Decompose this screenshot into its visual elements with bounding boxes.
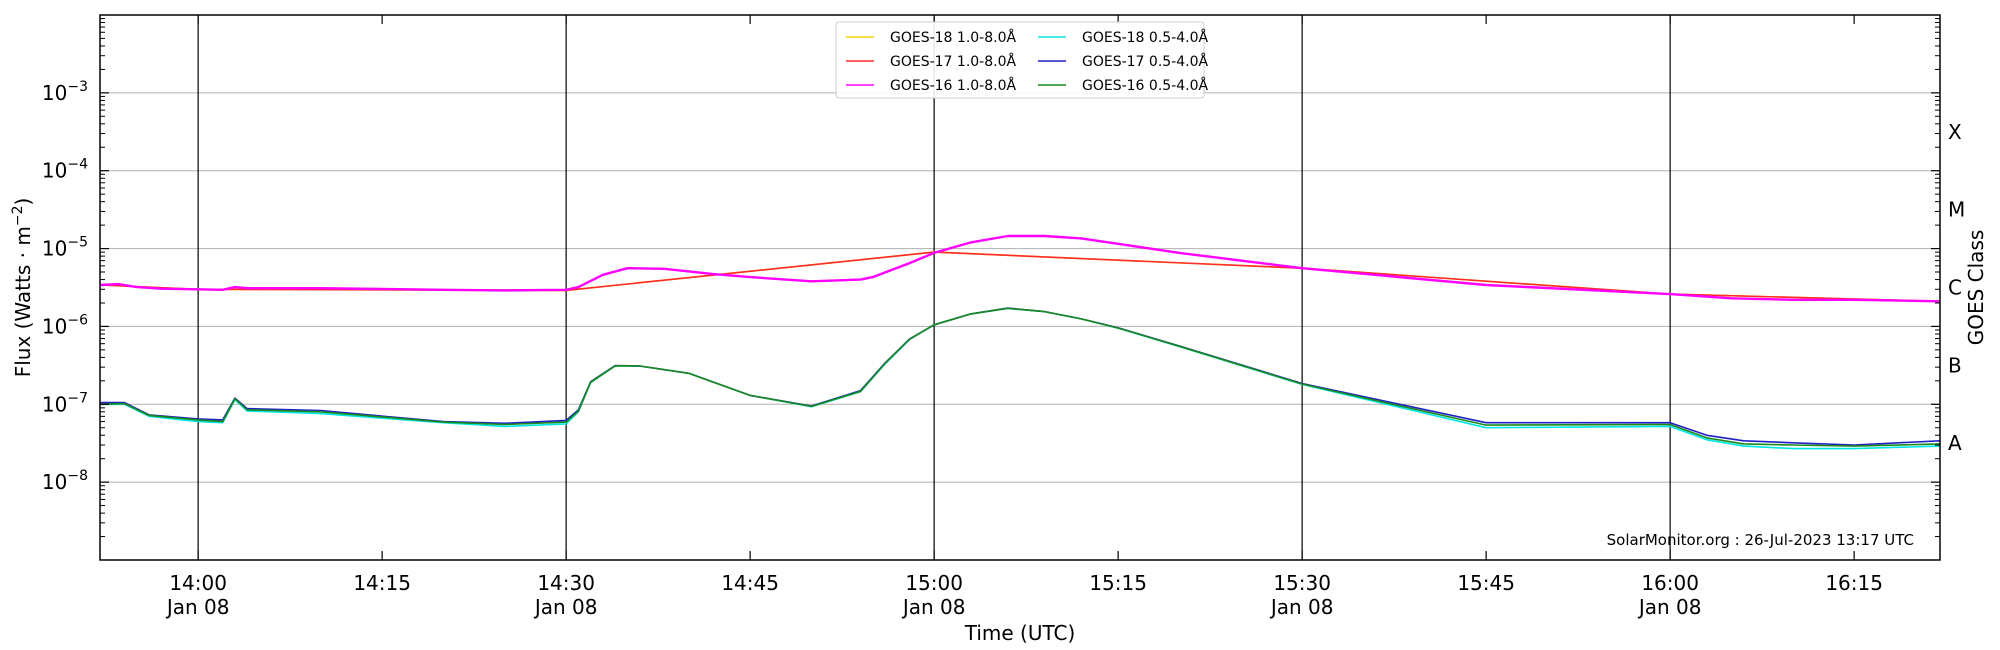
legend-label: GOES-18 1.0-8.0Å	[890, 29, 1016, 46]
legend: GOES-18 1.0-8.0Å GOES-17 1.0-8.0Å GOES-16 …	[835, 21, 1208, 99]
legend-label: GOES-16 1.0-8.0Å	[890, 77, 1016, 94]
x-tick-label: 14:15	[353, 571, 411, 595]
x-tick-label: 14:00	[169, 571, 227, 595]
y-tick-label: 10−6	[42, 312, 88, 338]
x-tick-label: 15:30	[1273, 571, 1331, 595]
legend-label: GOES-18 0.5-4.0Å	[1082, 29, 1208, 46]
y-tick-label: 10−3	[42, 79, 88, 105]
x-tick-label: 15:00	[905, 571, 963, 595]
x-tick-label: 15:15	[1089, 571, 1147, 595]
y-tick-label: 10−4	[42, 157, 88, 183]
y-axis-label: Flux (Watts · m−2)	[10, 198, 35, 378]
goes-class-label: M	[1948, 198, 1965, 222]
y-tick-label: 10−8	[42, 468, 88, 494]
source-footer: SolarMonitor.org : 26-Jul-2023 13:17 UTC	[1607, 531, 1914, 549]
goes-class-label: X	[1948, 120, 1962, 144]
goes-class-label: A	[1948, 431, 1962, 455]
series-line-3	[99, 234, 1941, 303]
x-tick-label: 16:15	[1825, 571, 1883, 595]
day-markers	[197, 15, 1671, 560]
y-tick-label: 10−5	[42, 235, 88, 261]
x-tick-sublabel: Jan 08	[165, 595, 230, 619]
x-tick-sublabel: Jan 08	[1269, 595, 1334, 619]
x-tick-label: 16:00	[1641, 571, 1699, 595]
x-tick-label: 14:45	[721, 571, 779, 595]
goes-class-axis-label: GOES Class	[1964, 230, 1988, 346]
goes-class-labels: X M C B A	[1948, 120, 1965, 455]
legend-label: GOES-16 0.5-4.0Å	[1082, 77, 1208, 94]
legend-label: GOES-17 0.5-4.0Å	[1082, 53, 1208, 70]
series-lines	[99, 234, 1941, 450]
x-tick-label: 15:45	[1457, 571, 1515, 595]
series-line-6	[99, 307, 1941, 447]
y-axis-ticks: 10−8 10−7 10−6 10−5 10−4 10−3	[42, 18, 1940, 538]
x-tick-sublabel: Jan 08	[901, 595, 966, 619]
x-tick-label: 14:30	[537, 571, 595, 595]
y-tick-label: 10−7	[42, 390, 88, 416]
x-axis-label: Time (UTC)	[964, 621, 1076, 645]
legend-label: GOES-17 1.0-8.0Å	[890, 53, 1016, 70]
series-line-4	[100, 307, 1941, 450]
x-tick-sublabel: Jan 08	[1637, 595, 1702, 619]
goes-class-label: B	[1948, 353, 1962, 377]
x-tick-sublabel: Jan 08	[533, 595, 598, 619]
plot-frame	[99, 14, 1941, 561]
legend-box	[835, 21, 1205, 99]
goes-class-label: C	[1948, 276, 1962, 300]
